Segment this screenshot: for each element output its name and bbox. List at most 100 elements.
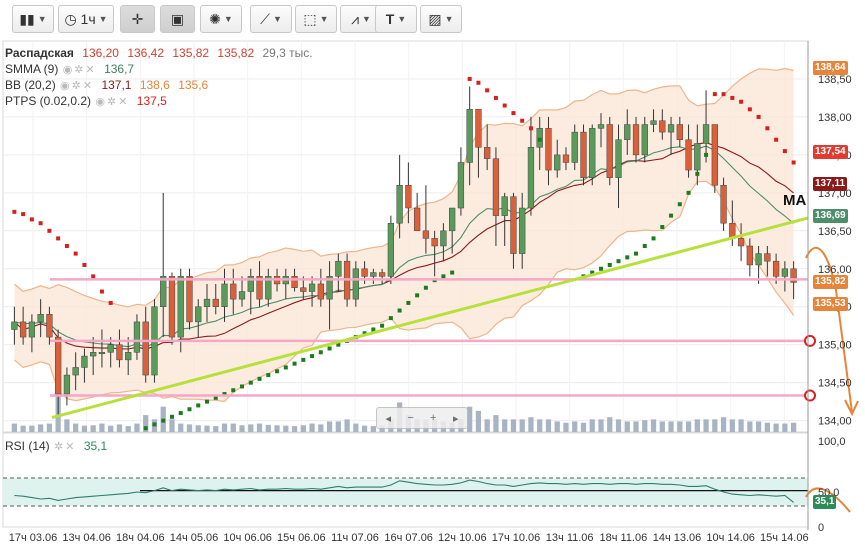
ptps-dot bbox=[380, 323, 385, 328]
candle-body bbox=[203, 298, 211, 307]
x-tick-label: 16ч 07.06 bbox=[384, 532, 433, 544]
rsi-arrow bbox=[805, 487, 851, 513]
ptps-dot bbox=[82, 262, 87, 267]
volume-bar bbox=[335, 421, 341, 432]
candle-body bbox=[11, 321, 18, 330]
x-tick-label: 10ч 06.06 bbox=[223, 532, 272, 544]
ptps-dot bbox=[537, 137, 542, 142]
close-icon[interactable]: ✕ bbox=[85, 64, 95, 76]
eye-icon[interactable]: ◉ bbox=[60, 80, 70, 92]
interval-button[interactable]: ◷ 1ч ▼ bbox=[58, 5, 114, 33]
ptps-dot bbox=[625, 255, 630, 260]
ptps-dot bbox=[686, 190, 691, 195]
ptps-dot bbox=[677, 202, 682, 207]
close-icon[interactable]: ✕ bbox=[118, 96, 128, 108]
chevron-down-icon: ▼ bbox=[37, 14, 47, 24]
volume-bar bbox=[747, 421, 753, 432]
close-icon[interactable]: ✕ bbox=[82, 80, 93, 92]
candle-body bbox=[755, 253, 762, 266]
chart-navigation: ◂ − + ▸ bbox=[376, 407, 468, 429]
candle-body bbox=[63, 374, 71, 395]
volume-bar bbox=[300, 425, 306, 432]
ptps-dot bbox=[108, 300, 113, 305]
candle-body bbox=[440, 230, 447, 247]
ptps-dot bbox=[747, 107, 752, 112]
text-tool-button[interactable]: T ▼ bbox=[375, 5, 417, 33]
volume-bar bbox=[720, 417, 727, 432]
candles bbox=[11, 86, 797, 417]
candle-body bbox=[378, 272, 386, 277]
ptps-dot bbox=[336, 342, 341, 347]
candle-body bbox=[72, 367, 79, 376]
image-tool-button[interactable]: ▨ ▼ bbox=[420, 5, 462, 33]
ptps-dot bbox=[318, 350, 323, 355]
zoom-out-icon[interactable]: − bbox=[407, 412, 414, 424]
candle-body bbox=[422, 230, 430, 239]
volume-value: 29,3 тыс. bbox=[262, 46, 313, 60]
ptps-dot bbox=[73, 251, 78, 256]
volume-bar bbox=[265, 424, 271, 432]
eye-icon[interactable]: ◉ bbox=[95, 96, 105, 108]
gear-icon[interactable]: ✲ bbox=[107, 96, 117, 108]
gear-icon[interactable]: ✲ bbox=[74, 64, 84, 76]
volume-bar bbox=[361, 425, 368, 432]
chart-layout-button[interactable]: ▣ bbox=[160, 5, 195, 33]
candle-body bbox=[133, 321, 141, 353]
x-tick-label: 18ч 11.06 bbox=[599, 532, 647, 544]
candle-body bbox=[247, 276, 254, 292]
candle-body bbox=[308, 283, 316, 292]
ptps-value: 137,5 bbox=[136, 94, 167, 108]
volume-bar bbox=[554, 421, 560, 432]
candle-body bbox=[405, 185, 412, 209]
chart-type-button[interactable]: ▮▮ ▼ bbox=[12, 5, 54, 33]
ptps-dot bbox=[371, 327, 376, 332]
crosshair-button[interactable]: ✛ bbox=[120, 5, 155, 33]
ptps-dot bbox=[502, 103, 507, 108]
ptps-dot bbox=[91, 274, 96, 279]
volume-bar bbox=[143, 415, 149, 432]
candle-body bbox=[501, 196, 508, 216]
volume-bar bbox=[29, 425, 35, 432]
volume-bar bbox=[221, 423, 228, 432]
volume-bar bbox=[248, 424, 254, 432]
x-tick-label: 17ч 10.06 bbox=[492, 532, 541, 544]
volume-bar bbox=[685, 421, 692, 432]
crosshair-icon: ✛ bbox=[131, 10, 144, 27]
legend-smma: SMMA (9) ◉ ✲ ✕ 136,7 bbox=[5, 62, 134, 76]
indicators-icon: ✺ bbox=[209, 10, 221, 27]
volume-bar bbox=[195, 425, 201, 432]
indicators-button[interactable]: ✺ ▼ bbox=[200, 5, 242, 33]
bb-upper-line bbox=[14, 67, 794, 308]
candle-body bbox=[606, 124, 613, 178]
volume-bar bbox=[694, 419, 700, 432]
ptps-dot bbox=[511, 111, 516, 116]
volume-bar bbox=[659, 421, 665, 432]
price-tag: 135,82 bbox=[813, 275, 848, 290]
volume-bar bbox=[475, 410, 482, 432]
candle-body bbox=[527, 147, 535, 209]
volume-bar bbox=[283, 425, 289, 432]
gear-icon[interactable]: ✲ bbox=[71, 80, 81, 92]
line-tool-button[interactable]: ⟋ ▼ bbox=[250, 5, 292, 33]
volume-bar bbox=[291, 426, 298, 432]
ptps-dot bbox=[607, 262, 612, 267]
ptps-dot bbox=[21, 212, 26, 217]
candle-body bbox=[195, 306, 202, 323]
chevron-down-icon: ▼ bbox=[319, 14, 329, 24]
eye-icon[interactable]: ◉ bbox=[62, 64, 73, 76]
rectangle-icon: ⬚ bbox=[303, 10, 317, 27]
text-icon: T bbox=[385, 11, 395, 27]
shape-tool-button[interactable]: ⬚ ▼ bbox=[295, 5, 337, 33]
x-tick-label: 12ч 10.06 bbox=[438, 532, 487, 544]
gear-icon[interactable]: ✲ bbox=[54, 441, 64, 453]
candle-body bbox=[720, 185, 727, 224]
candle-body bbox=[676, 124, 683, 140]
volume-bar bbox=[510, 419, 517, 432]
volume-bar bbox=[773, 423, 779, 432]
zoom-in-icon[interactable]: + bbox=[430, 412, 437, 424]
candles-icon: ▮▮ bbox=[19, 10, 35, 27]
scroll-left-icon[interactable]: ◂ bbox=[385, 412, 392, 425]
close-icon[interactable]: ✕ bbox=[65, 441, 75, 453]
scroll-right-icon[interactable]: ▸ bbox=[452, 412, 459, 425]
ptps-dot bbox=[283, 365, 288, 370]
